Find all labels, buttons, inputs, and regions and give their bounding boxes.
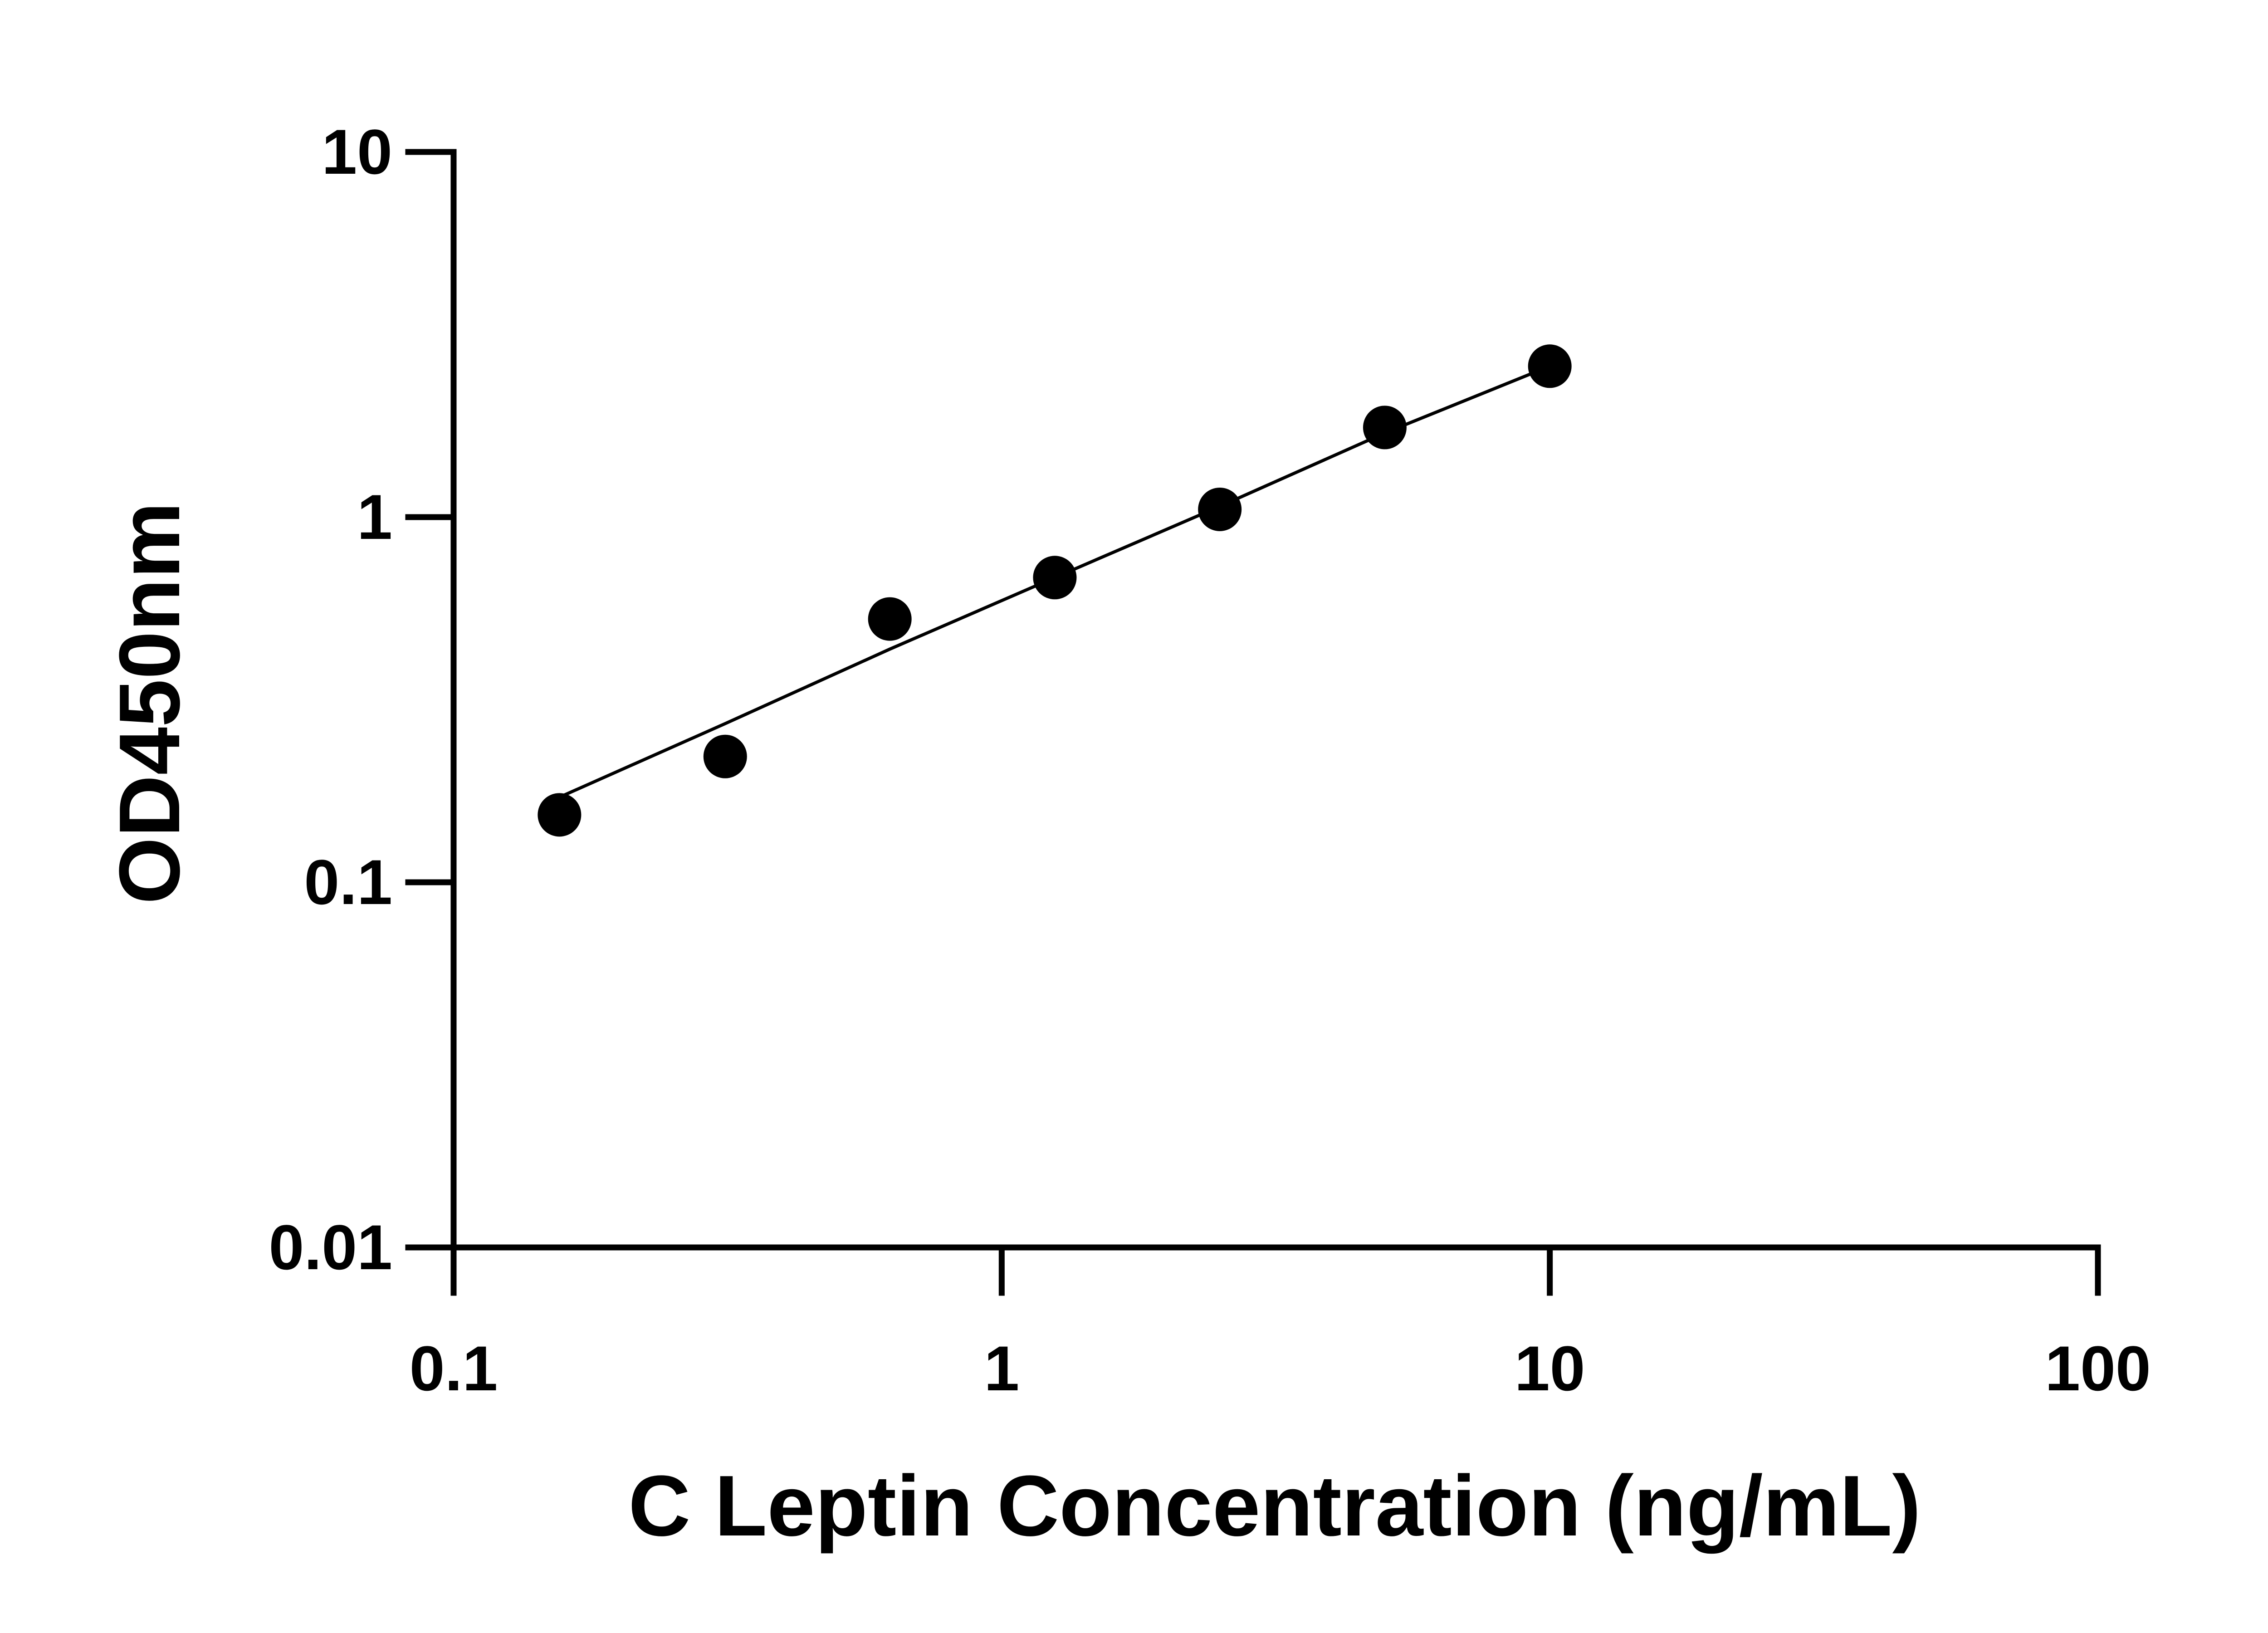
y-tick-label: 1	[357, 481, 392, 552]
x-axis-title: C Leptin Concentration (ng/mL)	[628, 1458, 1921, 1554]
x-tick-label: 10	[1515, 1333, 1585, 1404]
x-tick-label: 100	[2045, 1333, 2151, 1404]
data-point	[1363, 406, 1407, 450]
y-axis-title: OD450nm	[102, 502, 198, 904]
x-tick-label: 0.1	[410, 1333, 498, 1404]
x-tick-label: 1	[984, 1333, 1019, 1404]
y-tick-label: 0.01	[269, 1212, 392, 1283]
data-point	[868, 597, 912, 641]
y-tick-label: 0.1	[304, 846, 392, 918]
data-point	[703, 734, 747, 778]
data-point	[1528, 344, 1572, 388]
axes: 10 1 0.1 0.01 0.1 1 10 100	[269, 116, 2151, 1404]
y-tick-label: 10	[322, 116, 392, 187]
data-point	[1198, 487, 1242, 531]
data-point	[538, 793, 582, 837]
data-points	[538, 344, 1572, 837]
data-point	[1033, 556, 1077, 600]
